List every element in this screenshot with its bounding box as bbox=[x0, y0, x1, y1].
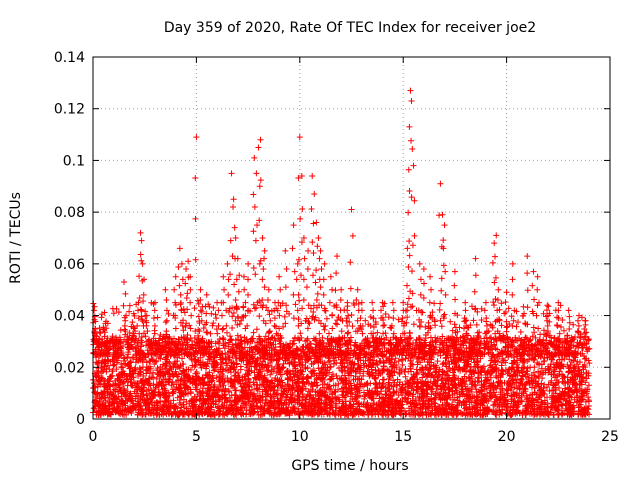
band-point bbox=[510, 388, 517, 395]
band-point bbox=[360, 389, 367, 396]
band-point bbox=[444, 368, 451, 375]
band-point bbox=[333, 372, 340, 379]
data-marks bbox=[90, 87, 593, 419]
band-point bbox=[432, 400, 439, 407]
band-point bbox=[180, 360, 187, 367]
band-point bbox=[439, 368, 446, 375]
band-point bbox=[136, 364, 143, 371]
band-point bbox=[280, 388, 287, 395]
band-point bbox=[544, 394, 551, 401]
band-point bbox=[586, 360, 593, 367]
band-point bbox=[485, 343, 492, 350]
band-point bbox=[385, 379, 392, 386]
band-point bbox=[582, 379, 589, 386]
band-point bbox=[271, 377, 278, 384]
band-point bbox=[380, 376, 387, 383]
band-point bbox=[459, 410, 466, 417]
band-point bbox=[370, 395, 377, 402]
chart-title: Day 359 of 2020, Rate Of TEC Index for r… bbox=[164, 20, 536, 36]
grid-lines bbox=[93, 57, 610, 419]
band-point bbox=[124, 354, 131, 361]
band-point bbox=[166, 392, 173, 399]
band-point bbox=[402, 373, 409, 380]
band-point bbox=[389, 364, 396, 371]
band-point bbox=[91, 380, 98, 387]
band-point bbox=[395, 358, 402, 365]
band-point bbox=[140, 391, 147, 398]
band-point bbox=[318, 397, 325, 404]
band-point bbox=[298, 371, 305, 378]
band-point bbox=[237, 366, 244, 373]
band-point bbox=[140, 373, 147, 380]
band-point bbox=[414, 379, 421, 386]
band-point bbox=[431, 395, 438, 402]
band-point bbox=[268, 334, 275, 341]
band-point bbox=[356, 380, 363, 387]
band-point bbox=[251, 369, 258, 376]
band-point bbox=[170, 397, 177, 404]
band-point bbox=[559, 410, 566, 417]
band-point bbox=[305, 374, 312, 381]
band-point bbox=[441, 375, 448, 382]
band-point bbox=[398, 357, 405, 364]
band-point bbox=[171, 335, 178, 342]
band-point bbox=[399, 381, 406, 388]
